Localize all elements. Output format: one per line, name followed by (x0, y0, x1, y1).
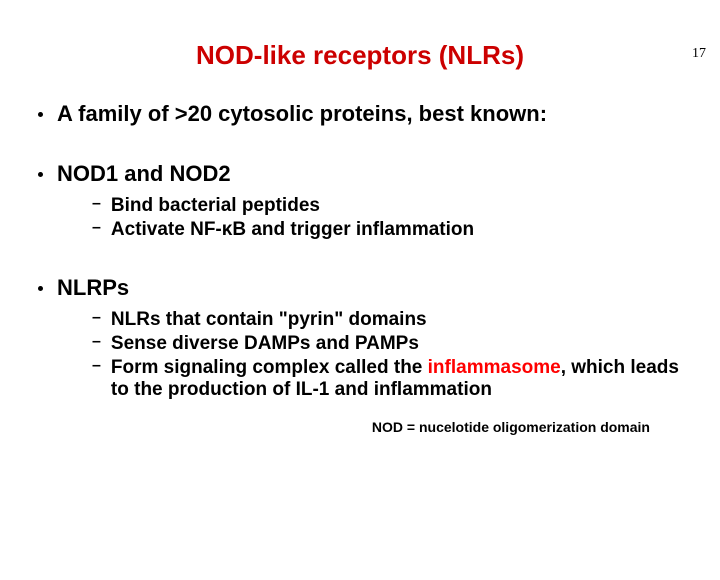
sub-bullet-text: Activate NF-κB and trigger inflammation (111, 219, 690, 241)
dash-icon: – (92, 309, 101, 327)
sub-bullet-text: Bind bacterial peptides (111, 195, 690, 217)
bullet-family: A family of >20 cytosolic proteins, best… (38, 101, 690, 127)
sub-list-nod: – Bind bacterial peptides – Activate NF-… (38, 195, 690, 241)
sub-bullet: – Sense diverse DAMPs and PAMPs (92, 333, 690, 355)
sub-bullet: – Bind bacterial peptides (92, 195, 690, 217)
page-number: 17 (692, 46, 706, 62)
bullet-nlrps: NLRPs (38, 275, 690, 301)
bullet-nod: NOD1 and NOD2 (38, 161, 690, 187)
sub-bullet: – NLRs that contain "pyrin" domains (92, 309, 690, 331)
bullet-dot-icon (38, 172, 43, 177)
bullet-text: A family of >20 cytosolic proteins, best… (57, 101, 547, 127)
dash-icon: – (92, 357, 101, 375)
footnote: NOD = nucelotide oligomerization domain (38, 419, 690, 435)
slide-title: NOD-like receptors (NLRs) (0, 40, 720, 71)
sub-list-nlrps: – NLRs that contain "pyrin" domains – Se… (38, 309, 690, 401)
slide-content: A family of >20 cytosolic proteins, best… (0, 101, 720, 435)
sub-bullet: – Form signaling complex called the infl… (92, 357, 690, 401)
dash-icon: – (92, 195, 101, 213)
sub-bullet-text: Sense diverse DAMPs and PAMPs (111, 333, 690, 355)
bullet-dot-icon (38, 112, 43, 117)
sub-bullet: – Activate NF-κB and trigger inflammatio… (92, 219, 690, 241)
dash-icon: – (92, 219, 101, 237)
bullet-text: NLRPs (57, 275, 129, 301)
sub-bullet-text: NLRs that contain "pyrin" domains (111, 309, 690, 331)
bullet-dot-icon (38, 286, 43, 291)
highlight-inflammasome: inflammasome (428, 357, 561, 378)
bullet-text: NOD1 and NOD2 (57, 161, 231, 187)
sub-bullet-text: Form signaling complex called the inflam… (111, 357, 690, 401)
sub-bullet-prefix: Form signaling complex called the (111, 357, 428, 378)
dash-icon: – (92, 333, 101, 351)
